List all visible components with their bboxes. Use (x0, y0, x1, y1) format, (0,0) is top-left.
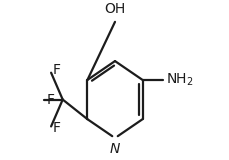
Text: F: F (53, 121, 61, 135)
Text: N: N (109, 142, 120, 156)
Text: NH$_2$: NH$_2$ (165, 72, 193, 88)
Text: F: F (47, 93, 55, 107)
Text: F: F (53, 63, 61, 77)
Text: OH: OH (104, 2, 125, 16)
